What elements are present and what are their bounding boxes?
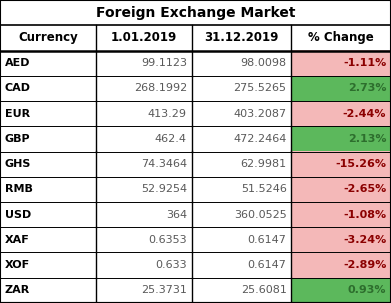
Text: 0.6147: 0.6147: [248, 260, 287, 270]
Text: XAF: XAF: [5, 235, 29, 245]
Text: -2.44%: -2.44%: [343, 108, 386, 119]
Text: 462.4: 462.4: [155, 134, 187, 144]
Text: Foreign Exchange Market: Foreign Exchange Market: [96, 6, 295, 20]
Text: GHS: GHS: [5, 159, 31, 169]
Bar: [0, 51, 391, 76]
Text: 1.01.2019: 1.01.2019: [111, 32, 177, 44]
Bar: [291, 101, 391, 126]
Bar: [291, 76, 391, 101]
Text: 52.9254: 52.9254: [141, 184, 187, 195]
Bar: [0, 252, 391, 278]
Text: -1.08%: -1.08%: [343, 210, 386, 220]
Text: 0.6147: 0.6147: [248, 235, 287, 245]
Text: EUR: EUR: [5, 108, 30, 119]
Text: 2.73%: 2.73%: [348, 83, 386, 93]
Text: AED: AED: [5, 58, 30, 68]
Text: 74.3464: 74.3464: [141, 159, 187, 169]
Bar: [291, 126, 391, 152]
Bar: [0, 202, 391, 227]
Text: 0.93%: 0.93%: [348, 285, 386, 295]
Text: 360.0525: 360.0525: [234, 210, 287, 220]
Text: -1.11%: -1.11%: [343, 58, 386, 68]
Bar: [291, 227, 391, 252]
Bar: [0, 227, 391, 252]
Text: 275.5265: 275.5265: [233, 83, 287, 93]
Bar: [0, 177, 391, 202]
Text: 25.6081: 25.6081: [241, 285, 287, 295]
Text: -15.26%: -15.26%: [335, 159, 386, 169]
Text: 0.633: 0.633: [155, 260, 187, 270]
Bar: [291, 51, 391, 76]
Bar: [291, 278, 391, 303]
Text: 98.0098: 98.0098: [240, 58, 287, 68]
Text: 51.5246: 51.5246: [241, 184, 287, 195]
Bar: [291, 202, 391, 227]
Text: 413.29: 413.29: [148, 108, 187, 119]
Text: GBP: GBP: [5, 134, 30, 144]
Text: 403.2087: 403.2087: [233, 108, 287, 119]
Text: 99.1123: 99.1123: [141, 58, 187, 68]
Text: 62.9981: 62.9981: [240, 159, 287, 169]
Bar: [0, 101, 391, 126]
Text: USD: USD: [5, 210, 31, 220]
Text: -2.89%: -2.89%: [343, 260, 386, 270]
Text: RMB: RMB: [5, 184, 32, 195]
Text: XOF: XOF: [5, 260, 30, 270]
Text: -3.24%: -3.24%: [343, 235, 386, 245]
Bar: [291, 252, 391, 278]
Text: 0.6353: 0.6353: [148, 235, 187, 245]
Text: -2.65%: -2.65%: [343, 184, 386, 195]
Text: ZAR: ZAR: [5, 285, 30, 295]
Text: 268.1992: 268.1992: [134, 83, 187, 93]
Text: 25.3731: 25.3731: [141, 285, 187, 295]
Bar: [0, 126, 391, 152]
Text: Currency: Currency: [18, 32, 78, 44]
Text: 364: 364: [166, 210, 187, 220]
Text: 472.2464: 472.2464: [233, 134, 287, 144]
Bar: [0, 278, 391, 303]
Bar: [0, 76, 391, 101]
Text: CAD: CAD: [5, 83, 30, 93]
Bar: [291, 152, 391, 177]
Bar: [0, 152, 391, 177]
Text: 31.12.2019: 31.12.2019: [204, 32, 279, 44]
Text: % Change: % Change: [308, 32, 374, 44]
Bar: [291, 177, 391, 202]
Text: 2.13%: 2.13%: [348, 134, 386, 144]
